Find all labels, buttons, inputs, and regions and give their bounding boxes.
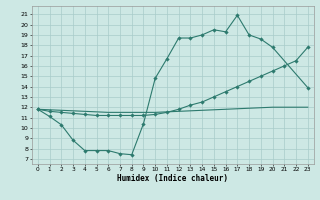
X-axis label: Humidex (Indice chaleur): Humidex (Indice chaleur) [117, 174, 228, 183]
